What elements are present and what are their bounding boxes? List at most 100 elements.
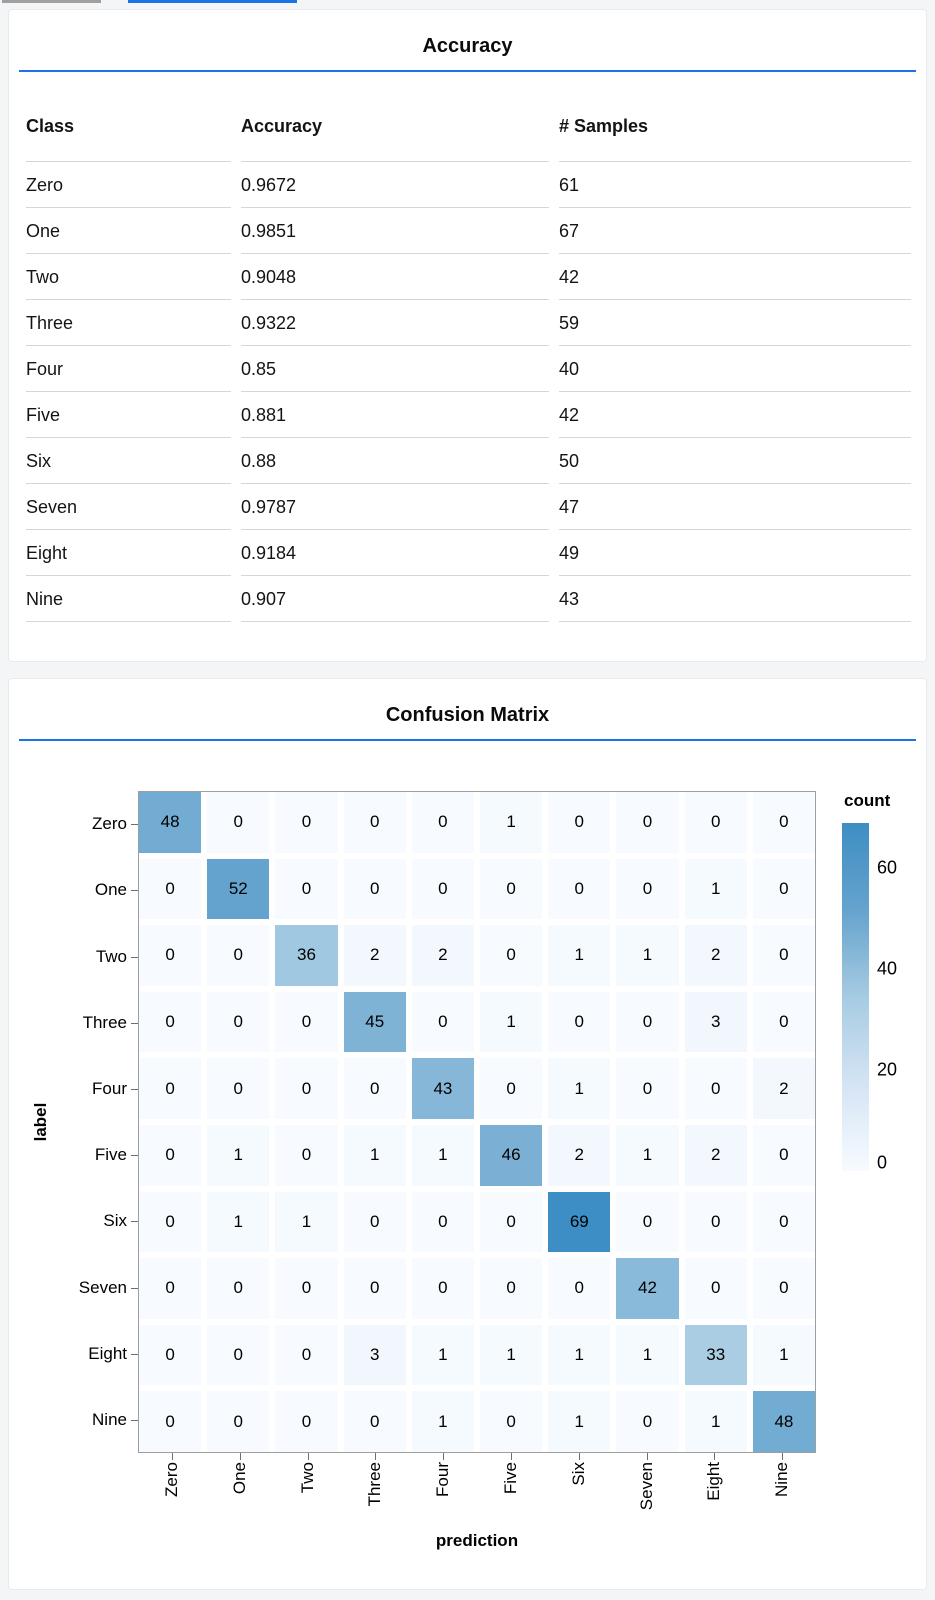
table-row: Three 0.9322 59	[26, 300, 911, 346]
y-axis-tick-label: One	[94, 880, 127, 900]
heatmap-cell: 0	[139, 1391, 202, 1452]
legend-title: count	[844, 791, 891, 810]
heatmap-cell: 0	[752, 792, 815, 853]
heatmap-cell: 45	[343, 991, 406, 1053]
y-axis-tick	[131, 1155, 138, 1157]
heatmap-cell: 0	[684, 1258, 747, 1319]
table-header-cell: Accuracy	[241, 110, 549, 162]
y-axis-tick	[131, 824, 138, 826]
x-axis-tick	[510, 1453, 512, 1460]
y-axis-tick-label: Seven	[78, 1277, 127, 1297]
legend-tick-label: 20	[877, 1059, 898, 1080]
heatmap-cell: 2	[684, 925, 747, 986]
y-axis-tick-label: Two	[95, 946, 127, 966]
heatmap-cell: 3	[343, 1324, 406, 1386]
x-axis-tick-label: Eight	[704, 1462, 724, 1501]
table-row: Seven 0.9787 47	[26, 484, 911, 530]
heatmap-cell: 0	[275, 1391, 338, 1452]
heatmap-cell: 0	[139, 1191, 202, 1253]
heatmap-cell: 42	[616, 1258, 679, 1319]
table-cell: Seven	[26, 484, 231, 530]
confusion-title-underline	[19, 739, 916, 741]
table-cell: 0.9184	[241, 530, 549, 576]
x-axis-tick	[375, 1453, 377, 1460]
table-cell: Six	[26, 438, 231, 484]
heatmap-cell: 2	[411, 925, 474, 986]
accuracy-table: Class Accuracy # Samples Zero 0.9672 61 One 0.9…	[26, 110, 911, 622]
heatmap-cell: 1	[616, 1124, 679, 1186]
heatmap-cell: 36	[275, 925, 338, 986]
heatmap-cell: 0	[139, 1124, 202, 1186]
heatmap-cell: 0	[752, 1191, 815, 1253]
x-axis-labels: Zero One Two Three Four Five Six Seven Eight Nine	[138, 1462, 816, 1587]
x-axis-tick-label: Five	[500, 1462, 520, 1495]
heatmap-cell: 0	[480, 1058, 543, 1119]
heatmap-cell: 0	[207, 1324, 270, 1386]
table-row: Zero 0.9672 61	[26, 162, 911, 208]
heatmap-cell: 0	[275, 792, 338, 853]
heatmap-cell: 1	[616, 925, 679, 986]
heatmap-cell: 0	[275, 1058, 338, 1119]
table-cell: 59	[559, 300, 911, 346]
table-cell: Four	[26, 346, 231, 392]
table-cell: Eight	[26, 530, 231, 576]
heatmap-cell: 0	[207, 1058, 270, 1119]
heatmap-cell: 0	[480, 858, 543, 920]
legend-gradient-bar	[842, 823, 869, 1171]
heatmap-cell: 0	[343, 1258, 406, 1319]
heatmap-cell: 0	[752, 991, 815, 1053]
heatmap-cell: 0	[548, 1258, 611, 1319]
heatmap-cell: 0	[207, 991, 270, 1053]
x-axis-tick	[171, 1453, 173, 1460]
tab-indicator-active[interactable]	[128, 0, 297, 3]
heatmap-cell: 1	[548, 1391, 611, 1452]
table-cell: 67	[559, 208, 911, 254]
heatmap-cell: 0	[275, 1124, 338, 1186]
table-cell: 0.907	[241, 576, 549, 622]
heatmap-cell: 0	[343, 1391, 406, 1452]
heatmap-cell: 0	[684, 1058, 747, 1119]
x-axis-tick-label: Seven	[636, 1462, 656, 1511]
heatmap-cell: 1	[616, 1324, 679, 1386]
x-axis-tick-label: One	[229, 1462, 249, 1495]
x-axis-tick	[714, 1453, 716, 1460]
heatmap-cell: 0	[616, 1191, 679, 1253]
x-axis-tick-label: Six	[568, 1462, 588, 1486]
table-row: Two 0.9048 42	[26, 254, 911, 300]
heatmap-cell: 0	[616, 991, 679, 1053]
heatmap-cell: 33	[684, 1324, 747, 1386]
y-axis-tick-label: Four	[92, 1078, 127, 1098]
tab-indicator-inactive[interactable]	[2, 0, 101, 3]
table-cell: Two	[26, 254, 231, 300]
table-header-row: Class Accuracy # Samples	[26, 110, 911, 162]
heatmap-cell: 0	[275, 858, 338, 920]
x-axis-tick-label: Zero	[161, 1462, 181, 1497]
heatmap-cell: 0	[480, 1391, 543, 1452]
heatmap-cell: 0	[343, 1191, 406, 1253]
heatmap-cell: 48	[139, 792, 202, 853]
x-axis-tick	[307, 1453, 309, 1460]
table-cell: 0.9851	[241, 208, 549, 254]
heatmap-cell: 0	[207, 792, 270, 853]
heatmap-cell: 0	[343, 858, 406, 920]
heatmap-cell: 1	[548, 1324, 611, 1386]
heatmap-cell: 46	[480, 1124, 543, 1186]
table-cell: 61	[559, 162, 911, 208]
heatmap-cell: 0	[275, 1324, 338, 1386]
heatmap-cell: 52	[207, 858, 270, 920]
x-axis-tick	[782, 1453, 784, 1460]
heatmap-cell: 0	[752, 1258, 815, 1319]
confusion-matrix-card: Confusion Matrix label Zero One Two Three Fo…	[8, 678, 927, 1590]
y-axis-labels: Zero One Two Three Four Five Six Seven Eight Nine	[9, 791, 127, 1453]
heatmap-cell: 0	[480, 925, 543, 986]
heatmap-cell: 1	[480, 792, 543, 853]
table-cell: Five	[26, 392, 231, 438]
heatmap-cell: 1	[411, 1124, 474, 1186]
heatmap-cell: 0	[411, 1191, 474, 1253]
heatmap-cell: 69	[548, 1191, 611, 1253]
accuracy-card: Accuracy Class Accuracy # Samples Zero 0.967…	[8, 9, 927, 662]
heatmap-cell: 0	[411, 792, 474, 853]
heatmap-cell: 0	[207, 1258, 270, 1319]
heatmap-cell: 0	[343, 792, 406, 853]
x-axis-title: prediction	[435, 1531, 519, 1550]
